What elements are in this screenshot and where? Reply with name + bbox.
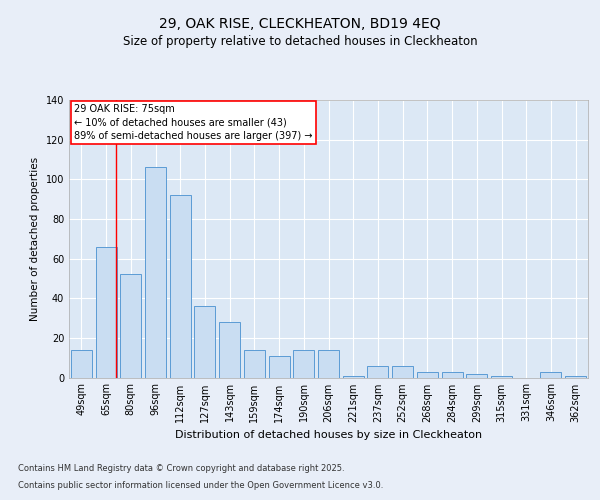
Bar [194,306,215,378]
Bar [392,366,413,378]
Bar [219,322,240,378]
Bar [318,350,339,378]
Bar [71,350,92,378]
Bar [442,372,463,378]
Text: Size of property relative to detached houses in Cleckheaton: Size of property relative to detached ho… [122,35,478,48]
Bar [466,374,487,378]
X-axis label: Distribution of detached houses by size in Cleckheaton: Distribution of detached houses by size … [175,430,482,440]
Bar [145,168,166,378]
Y-axis label: Number of detached properties: Number of detached properties [30,156,40,321]
Text: 29, OAK RISE, CLECKHEATON, BD19 4EQ: 29, OAK RISE, CLECKHEATON, BD19 4EQ [159,18,441,32]
Bar [565,376,586,378]
Bar [170,195,191,378]
Bar [343,376,364,378]
Bar [541,372,562,378]
Bar [269,356,290,378]
Bar [120,274,141,378]
Text: Contains HM Land Registry data © Crown copyright and database right 2025.: Contains HM Land Registry data © Crown c… [18,464,344,473]
Bar [367,366,388,378]
Text: Contains public sector information licensed under the Open Government Licence v3: Contains public sector information licen… [18,481,383,490]
Bar [417,372,438,378]
Bar [95,246,116,378]
Bar [491,376,512,378]
Bar [244,350,265,378]
Text: 29 OAK RISE: 75sqm
← 10% of detached houses are smaller (43)
89% of semi-detache: 29 OAK RISE: 75sqm ← 10% of detached hou… [74,104,313,141]
Bar [293,350,314,378]
